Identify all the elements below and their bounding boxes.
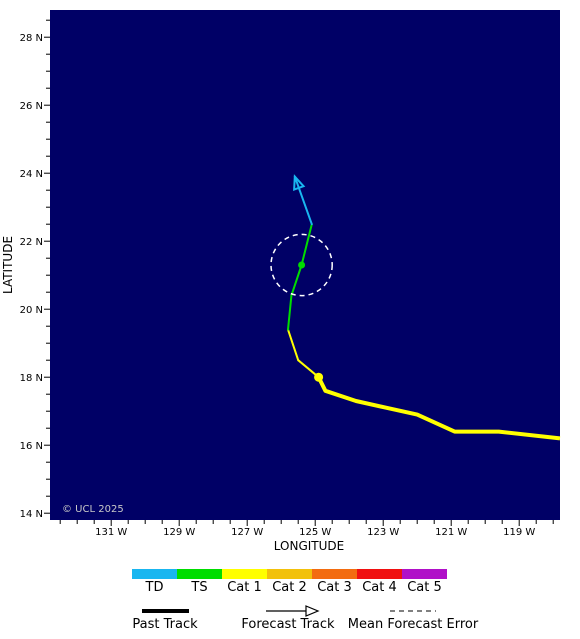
- lon-tick-label: 127 W: [231, 527, 263, 538]
- category-swatch: [402, 569, 447, 579]
- mean-error-circle: [270, 233, 333, 297]
- forecast-track-segment: [290, 264, 303, 297]
- copyright-label: © UCL 2025: [62, 504, 124, 515]
- forecast-track-segment: [287, 328, 300, 362]
- category-swatch: [357, 569, 402, 579]
- lon-tick-label: 125 W: [299, 527, 331, 538]
- forecast-position-marker: [298, 261, 306, 269]
- storm-tracks: [270, 174, 561, 441]
- past-track-line: [316, 376, 561, 441]
- category-swatch: [267, 569, 312, 579]
- forecast-track-segment: [293, 175, 313, 226]
- lat-tick-label: 28 N: [20, 33, 43, 44]
- category-color-bar: TD TS Cat 1 Cat 2 Cat 3 Cat 4 Cat 5: [132, 569, 447, 595]
- category-swatch: [222, 569, 267, 579]
- lon-tick-label: 123 W: [367, 527, 399, 538]
- mean-error-label: Mean Forecast Error: [348, 617, 479, 632]
- lon-tick-label: 119 W: [503, 527, 535, 538]
- lat-tick-label: 26 N: [20, 101, 43, 112]
- lat-tick-label: 20 N: [20, 305, 43, 316]
- lon-tick-label: 121 W: [435, 527, 467, 538]
- forecast-track-segment: [287, 294, 293, 331]
- lat-tick-label: 24 N: [20, 169, 43, 180]
- category-label: Cat 5: [407, 580, 442, 595]
- legend: TD TS Cat 1 Cat 2 Cat 3 Cat 4 Cat 5 Past Track…: [132, 569, 479, 632]
- lat-tick-label: 18 N: [20, 373, 43, 384]
- category-label: Cat 2: [272, 580, 307, 595]
- category-label: Cat 1: [227, 580, 262, 595]
- category-label: Cat 4: [362, 580, 397, 595]
- forecast-arrow-head-icon: [293, 174, 306, 192]
- axis-ticks: 131 W 129 W 127 W 125 W 123 W 121 W 119 W 14 N 1…: [20, 19, 554, 538]
- category-swatch: [177, 569, 222, 579]
- lon-tick-label: 131 W: [95, 527, 127, 538]
- forecast-track-segment: [300, 223, 313, 266]
- past-track-label: Past Track: [132, 617, 198, 632]
- category-label: TS: [190, 580, 207, 595]
- forecast-arrow-icon: [305, 605, 320, 617]
- category-swatch: [312, 569, 357, 579]
- category-swatch: [132, 569, 177, 579]
- forecast-track-label: Forecast Track: [241, 617, 335, 632]
- y-axis-title: LATITUDE: [1, 236, 15, 294]
- lon-tick-label: 129 W: [163, 527, 195, 538]
- category-label: Cat 3: [317, 580, 352, 595]
- current-position-marker: [314, 372, 324, 382]
- x-axis-title: LONGITUDE: [274, 539, 344, 553]
- lat-tick-label: 16 N: [20, 441, 43, 452]
- category-label: TD: [145, 580, 164, 595]
- lat-tick-label: 14 N: [20, 509, 43, 520]
- lat-tick-label: 22 N: [20, 237, 43, 248]
